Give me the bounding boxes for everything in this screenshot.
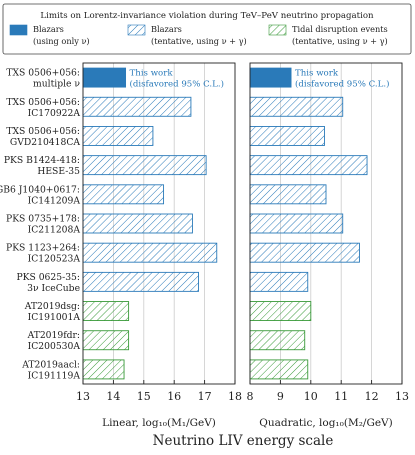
row-label-5-line2: IC141209A <box>28 195 81 206</box>
annotation-0-line2: (disfavored 95% C.L.) <box>130 79 224 90</box>
xtick-label-0-5: 18 <box>228 390 242 403</box>
bar-linear-7 <box>82 242 218 263</box>
bar-linear-1 <box>82 67 127 88</box>
bar-linear-8 <box>82 271 199 292</box>
bar-quadratic-1 <box>249 67 292 88</box>
panel-frame-1 <box>249 62 403 385</box>
row-label-2-line1: TXS 0506+056: <box>6 97 80 108</box>
bar-linear-5 <box>82 184 165 205</box>
bar-quadratic-3 <box>249 126 325 146</box>
row-label-5-line1: GB6 J1040+0617: <box>0 184 80 195</box>
row-label-6-line1: PKS 0735+178: <box>6 214 80 225</box>
row-label-3-line2: GVD210418CA <box>10 137 80 148</box>
xtick-label-0-2: 15 <box>137 390 151 403</box>
xtick-label-0-4: 17 <box>198 390 212 403</box>
bar-quadratic-6 <box>249 213 344 234</box>
row-label-10-line1: AT2019fdr: <box>27 330 80 341</box>
bar-linear-2 <box>82 96 192 117</box>
row-label-9-line1: AT2019dsg: <box>24 301 80 312</box>
legend-entry-tde: Tidal disruption events (tentative, usin… <box>268 24 388 46</box>
row-label-1-line1: TXS 0506+056: <box>6 68 80 79</box>
bar-quadratic-4 <box>249 155 368 176</box>
legend-swatch-hatch-green <box>268 24 287 36</box>
legend-swatch-solid <box>9 24 28 36</box>
row-label-4-line2: HESE-35 <box>37 166 80 177</box>
row-label-7-line2: IC120523A <box>28 254 81 265</box>
row-label-3-line1: TXS 0506+056: <box>6 126 80 137</box>
xtick-label-1-0: 8 <box>247 390 254 403</box>
xtick-label-0-1: 14 <box>106 390 120 403</box>
bar-quadratic-2 <box>249 96 344 117</box>
bar-linear-10 <box>82 330 130 351</box>
main-xlabel: Neutrino LIV energy scale <box>153 433 334 449</box>
row-label-11-line2: IC191119A <box>28 370 81 381</box>
bar-linear-4 <box>82 155 207 176</box>
legend-title: Limits on Lorentz-invariance violation d… <box>40 11 374 21</box>
legend-entry-3-line2: (tentative, using ν + γ) <box>292 36 388 46</box>
legend: Limits on Lorentz-invariance violation d… <box>2 3 412 55</box>
row-label-6-line2: IC211208A <box>28 225 81 236</box>
xtick-label-1-3: 11 <box>334 390 348 403</box>
legend-entry-1-line2: (using only ν) <box>33 36 90 46</box>
row-label-10-line2: IC200530A <box>28 341 81 352</box>
panel-quadratic: 8 9 10 11 12 13 This work(disfavored 95% C.L.) <box>247 62 409 403</box>
row-label-4-line1: PKS B1424-418: <box>4 155 80 166</box>
xtick-label-1-4: 12 <box>365 390 379 403</box>
bar-linear-11 <box>82 359 125 380</box>
annotation-0-line1: This work <box>130 69 174 79</box>
bar-quadratic-11 <box>249 359 309 380</box>
legend-entry-1-line1: Blazars <box>33 24 64 34</box>
row-label-8-line1: PKS 0625-35: <box>16 272 80 283</box>
bar-quadratic-8 <box>249 271 309 292</box>
row-label-7-line1: PKS 1123+264: <box>6 243 80 254</box>
annotation-1-line1: This work <box>295 69 339 79</box>
xtick-label-0-0: 13 <box>76 390 90 403</box>
bar-quadratic-9 <box>249 301 312 321</box>
xtick-label-1-5: 13 <box>395 390 409 403</box>
bar-linear-9 <box>82 301 130 321</box>
legend-swatch-hatch-blue <box>127 24 146 36</box>
xtick-label-1-2: 10 <box>304 390 318 403</box>
bar-quadratic-7 <box>249 242 360 263</box>
row-label-11-line1: AT2019aacl: <box>21 359 80 370</box>
xtick-label-0-3: 16 <box>167 390 181 403</box>
legend-entry-blazars-tentative: Blazars (tentative, using ν + γ) <box>127 24 247 46</box>
legend-entry-2-line2: (tentative, using ν + γ) <box>151 36 247 46</box>
legend-entry-blazars-nu: Blazars (using only ν) <box>9 24 90 46</box>
bar-linear-3 <box>82 126 154 146</box>
xlabel-quadratic: Quadratic, log₁₀(M₂/GeV) <box>259 417 392 429</box>
panel-linear: 13 14 15 16 17 18 This work(disfavored 95% C.L… <box>76 62 242 403</box>
annotation-1-line2: (disfavored 95% C.L.) <box>295 79 389 90</box>
xlabel-linear: Linear, log₁₀(M₁/GeV) <box>102 417 216 429</box>
legend-entry-3-line1: Tidal disruption events <box>292 24 388 34</box>
bar-linear-6 <box>82 213 193 234</box>
bar-quadratic-10 <box>249 330 306 351</box>
row-label-8-line2: 3ν IceCube <box>27 283 80 294</box>
bar-quadratic-5 <box>249 184 327 205</box>
row-label-2-line2: IC170922A <box>28 108 81 119</box>
row-label-1-line2: multiple ν <box>33 79 80 90</box>
xtick-label-1-1: 9 <box>277 390 284 403</box>
legend-entry-2-line1: Blazars <box>151 24 182 34</box>
row-label-9-line2: IC191001A <box>28 312 81 323</box>
panel-frame-0 <box>82 62 236 385</box>
